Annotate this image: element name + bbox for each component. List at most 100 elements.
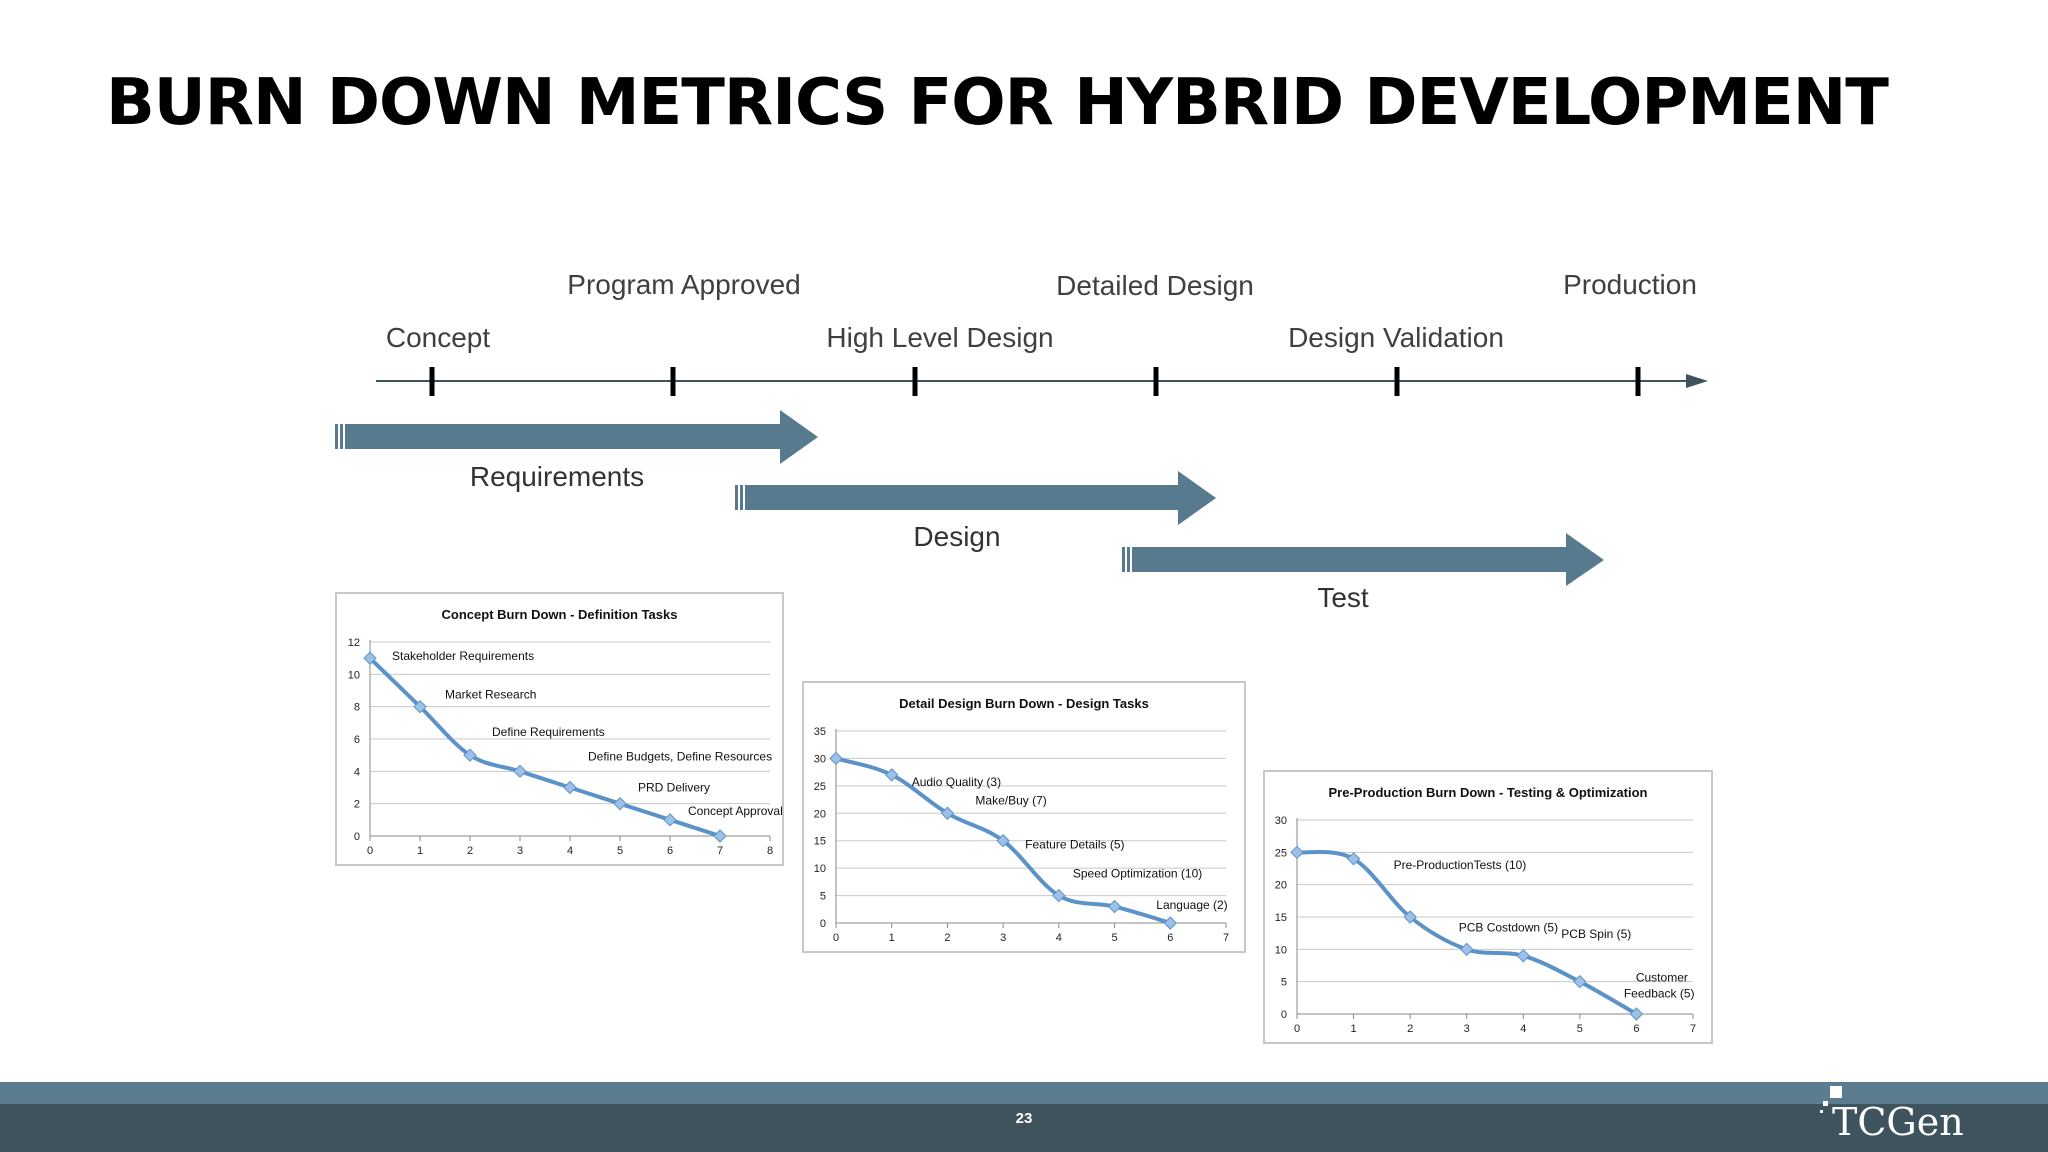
logo-text: TCGen — [1832, 1100, 1964, 1144]
x-tick-label: 0 — [367, 845, 373, 857]
data-point — [1403, 910, 1417, 924]
data-label: Concept Approval — [688, 804, 782, 818]
data-label: Audio Quality (3) — [912, 775, 1001, 789]
data-label: PRD Delivery — [638, 781, 710, 795]
x-tick-label: 2 — [467, 845, 473, 857]
data-point — [363, 651, 377, 665]
data-label: Make/Buy (7) — [975, 793, 1046, 807]
y-tick-label: 0 — [820, 918, 826, 930]
phase-arrow-test — [1122, 533, 1604, 586]
data-label: Market Research — [445, 688, 536, 702]
x-tick-label: 0 — [833, 932, 839, 944]
chart-concept-burn-down: Concept Burn Down - Definition Tasks 0 2 4 6… — [335, 592, 784, 866]
data-point — [513, 764, 527, 779]
footer-accent-bar — [0, 1082, 2048, 1104]
x-tick-label: 5 — [617, 845, 623, 857]
chart-svg: Detail Design Burn Down - Design Tasks 0 5… — [814, 696, 1229, 944]
tcgen-logo-icon — [1820, 1086, 1842, 1113]
y-tick-label: 0 — [1281, 1009, 1287, 1021]
data-point — [885, 768, 899, 782]
data-point — [996, 834, 1010, 848]
data-point — [1346, 852, 1361, 866]
x-tick-label: 6 — [667, 845, 673, 857]
timeline-ticks — [429, 367, 1641, 396]
x-tick-label: 3 — [1000, 932, 1006, 944]
chart-svg: Concept Burn Down - Definition Tasks 0 2 4 6… — [348, 607, 782, 857]
data-label: Define Budgets, Define Resources — [588, 749, 772, 763]
x-tick-label: 4 — [1520, 1023, 1526, 1035]
x-tick-label: 2 — [944, 932, 950, 944]
x-tick-label: 2 — [1407, 1023, 1413, 1035]
y-tick-label: 4 — [354, 766, 360, 778]
page-number: 23 — [1015, 1110, 1033, 1127]
x-tick-label: 3 — [517, 845, 523, 857]
phase-label-test: Test — [1317, 582, 1369, 613]
data-point — [1107, 899, 1122, 914]
data-label: PCB Spin (5) — [1561, 927, 1631, 941]
chart-svg: Pre-Production Burn Down - Testing & Opt… — [1275, 785, 1696, 1035]
data-label: Language (2) — [1156, 898, 1227, 912]
x-tick-label: 1 — [1351, 1023, 1357, 1035]
data-label: Define Requirements — [492, 725, 605, 739]
y-tick-label: 25 — [1275, 847, 1287, 859]
data-point — [1163, 916, 1177, 930]
y-tick-label: 0 — [354, 831, 360, 843]
footer-bar — [0, 1104, 2048, 1152]
data-label: Stakeholder Requirements — [392, 649, 534, 663]
chart-pre-production-burn-down: Pre-Production Burn Down - Testing & Opt… — [1263, 770, 1713, 1044]
milestone-production: Production — [1563, 269, 1697, 300]
y-tick-label: 10 — [814, 863, 826, 875]
y-tick-label: 6 — [354, 734, 360, 746]
data-point — [1516, 949, 1530, 963]
x-tick-label: 8 — [767, 845, 773, 857]
data-point — [1460, 942, 1474, 957]
y-tick-label: 15 — [1275, 912, 1287, 924]
phase-label-requirements: Requirements — [469, 461, 645, 492]
data-point — [1290, 845, 1304, 860]
chart-title: Pre-Production Burn Down - Testing & Opt… — [1329, 785, 1648, 800]
x-tick-label: 3 — [1464, 1023, 1470, 1035]
milestone-high-level-design: High Level Design — [826, 322, 1054, 353]
phase-label-design: Design — [913, 521, 1001, 552]
y-tick-label: 20 — [1275, 880, 1287, 892]
y-tick-label: 30 — [1275, 815, 1287, 827]
milestone-concept: Concept — [385, 322, 491, 353]
milestone-program-approved: Program Approved — [567, 269, 801, 300]
y-tick-label: 15 — [814, 836, 826, 848]
data-point — [1573, 974, 1587, 989]
chart-title: Detail Design Burn Down - Design Tasks — [899, 696, 1149, 711]
x-tick-label: 5 — [1577, 1023, 1583, 1035]
chart-detail-design-burn-down: Detail Design Burn Down - Design Tasks 0 5… — [802, 681, 1246, 953]
data-label: Feedback (5) — [1624, 987, 1695, 1001]
data-point — [1052, 888, 1066, 903]
data-point — [663, 813, 677, 827]
y-tick-label: 8 — [354, 702, 360, 714]
x-tick-label: 0 — [1294, 1023, 1300, 1035]
phase-arrow-requirements — [335, 410, 818, 464]
data-point — [713, 829, 727, 843]
x-tick-label: 1 — [889, 932, 895, 944]
data-point — [563, 780, 577, 795]
data-point — [940, 806, 955, 820]
y-tick-label: 25 — [814, 781, 826, 793]
x-tick-label: 6 — [1633, 1023, 1639, 1035]
x-tick-label: 1 — [417, 845, 423, 857]
data-point — [463, 748, 477, 762]
phase-arrow-design — [735, 471, 1216, 525]
series-line — [368, 656, 721, 838]
data-label: Pre-ProductionTests (10) — [1394, 858, 1527, 872]
page-title: BURN DOWN METRICS FOR HYBRID DEVELOPMENT — [106, 66, 1889, 140]
data-label: Feature Details (5) — [1025, 838, 1124, 852]
timeline-arrowhead — [1686, 374, 1708, 388]
x-tick-label: 5 — [1112, 932, 1118, 944]
y-tick-label: 30 — [814, 753, 826, 765]
data-point — [1629, 1007, 1644, 1021]
x-tick-label: 7 — [717, 845, 723, 857]
x-tick-label: 7 — [1690, 1023, 1696, 1035]
y-tick-label: 12 — [348, 637, 360, 649]
y-tick-label: 5 — [820, 891, 826, 903]
y-tick-label: 20 — [814, 808, 826, 820]
data-point — [613, 796, 627, 811]
x-tick-label: 6 — [1167, 932, 1173, 944]
